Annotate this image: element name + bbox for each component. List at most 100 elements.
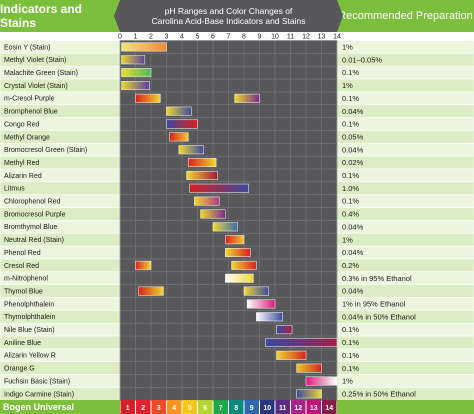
prep-row-bg	[336, 374, 474, 388]
range-bar	[231, 260, 257, 270]
ph-scale-label: 11	[279, 405, 287, 412]
ph-scale-cell	[120, 400, 135, 414]
tick-label: 0	[118, 34, 122, 41]
preparation-value: 0.3% in 95% Ethanol	[342, 274, 412, 283]
preparation-value: 0.1%	[342, 364, 359, 373]
preparation-value: 0.1%	[342, 120, 359, 129]
preparation-value: 0.02%	[342, 158, 364, 167]
tick-label: 9	[258, 34, 262, 41]
ph-scale-label: 5	[188, 405, 192, 412]
range-bar	[178, 145, 204, 155]
ph-scale-cell	[306, 400, 321, 414]
indicator-name: Fuchsin Basic (Stain)	[4, 378, 70, 385]
indicator-name: Aniline Blue	[4, 340, 41, 347]
range-bar	[138, 286, 164, 296]
header-indicators-title: Indicators and Stains	[0, 0, 120, 32]
range-bar	[194, 196, 220, 206]
ph-scale-cell	[275, 400, 290, 414]
preparation-value: 0.04%	[342, 287, 364, 296]
indicator-name: Thymolphthalein	[4, 314, 55, 321]
preparation-value: 0.1%	[342, 68, 359, 77]
preparation-value: 1%	[342, 43, 353, 52]
indicator-name: Litmus	[4, 186, 25, 193]
ph-scale-cell	[244, 400, 259, 414]
ph-scale-label: 2	[141, 405, 145, 412]
tick-label: 4	[180, 34, 184, 41]
range-bar	[187, 158, 217, 168]
preparation-value: 0.05%	[342, 132, 364, 141]
range-bar	[166, 119, 198, 129]
range-bar	[265, 338, 338, 347]
tick-label: 14	[333, 34, 341, 41]
tick-label: 5	[196, 34, 200, 41]
ph-scale-cell	[291, 400, 306, 414]
indicator-name: Crystal Violet (Stain)	[4, 83, 68, 90]
ph-scale-cell	[213, 400, 228, 414]
preparation-value: 0.25% in 50% Ethanol	[342, 389, 416, 398]
indicator-name: m-Cresol Purple	[4, 96, 55, 103]
ph-scale-cell	[229, 400, 244, 414]
range-bar	[121, 42, 167, 52]
preparation-value: 0.04%	[342, 248, 364, 257]
ph-scale-label: 14	[325, 405, 333, 412]
indicator-name: m-Nitrophenol	[4, 276, 48, 283]
preparation-value: 0.1%	[342, 351, 359, 360]
range-bar	[212, 222, 239, 232]
range-bar	[246, 299, 276, 309]
header-chart-title: pH Ranges and Color Changes of Carolina …	[120, 0, 337, 32]
tick-label: 3	[165, 34, 169, 41]
indicator-name: Bromthymol Blue	[4, 224, 57, 231]
range-bar	[121, 68, 152, 78]
ph-scale-label: 6	[203, 405, 207, 412]
preparation-value: 0.1%	[342, 325, 359, 334]
indicator-name: Phenol Red	[4, 250, 41, 257]
preparation-value: 1%	[342, 235, 353, 244]
range-bar	[121, 55, 146, 65]
range-bar	[200, 209, 226, 219]
preparation-value: 0.04%	[342, 107, 364, 116]
indicator-name: Bromocresol Purple	[4, 211, 66, 218]
range-bar	[166, 106, 192, 116]
ph-scale-cell	[136, 400, 151, 414]
range-bar	[135, 260, 152, 270]
ph-scale-label: 8	[234, 405, 238, 412]
preparation-value: 0.4%	[342, 210, 359, 219]
ph-scale-cell	[182, 400, 197, 414]
prep-row-bg	[336, 40, 474, 54]
range-bar	[296, 389, 322, 399]
range-bar	[189, 183, 249, 193]
ph-scale-cell	[167, 400, 182, 414]
preparation-value: 0.1%	[342, 94, 359, 103]
header-title-line-2: Carolina Acid-Base Indicators and Stains	[151, 16, 306, 26]
ph-scale-label: 7	[219, 405, 223, 412]
range-bar	[296, 363, 322, 373]
indicator-name: Thymol Blue	[4, 288, 43, 295]
ph-scale-label: 12	[294, 405, 302, 412]
indicator-name: Neutral Red (Stain)	[4, 237, 64, 244]
tick-label: 13	[318, 34, 326, 41]
tick-label: 6	[211, 34, 215, 41]
ph-scale-label: 13	[310, 405, 318, 412]
indicator-name: Nile Blue (Stain)	[4, 327, 55, 334]
indicator-name: Eosin Y (Stain)	[4, 44, 50, 51]
indicator-name: Methyl Violet (Stain)	[4, 57, 67, 64]
ph-scale-label: 4	[172, 405, 176, 412]
indicator-name: Alizarin Yellow R	[4, 353, 56, 360]
indicator-name: Orange G	[4, 366, 35, 373]
range-bar	[186, 170, 218, 180]
range-bar	[121, 81, 150, 90]
range-bar	[225, 235, 245, 245]
tick-label-strip	[120, 32, 337, 41]
tick-label: 11	[287, 34, 294, 41]
preparation-value: 0.04% in 50% Ethanol	[342, 312, 416, 321]
tick-label: 10	[271, 34, 279, 41]
preparation-value: 0.04%	[342, 145, 364, 154]
indicator-name: Bromphenol Blue	[4, 109, 58, 116]
indicator-name: Indigo Carmine (Stain)	[4, 391, 74, 398]
indicator-name: Alizarin Red	[4, 173, 42, 180]
preparation-value: 1.0%	[342, 184, 359, 193]
indicator-name: Phenolphthalein	[4, 301, 54, 308]
indicator-name: Methyl Red	[4, 160, 40, 167]
ph-scale-label: 1	[126, 405, 130, 412]
